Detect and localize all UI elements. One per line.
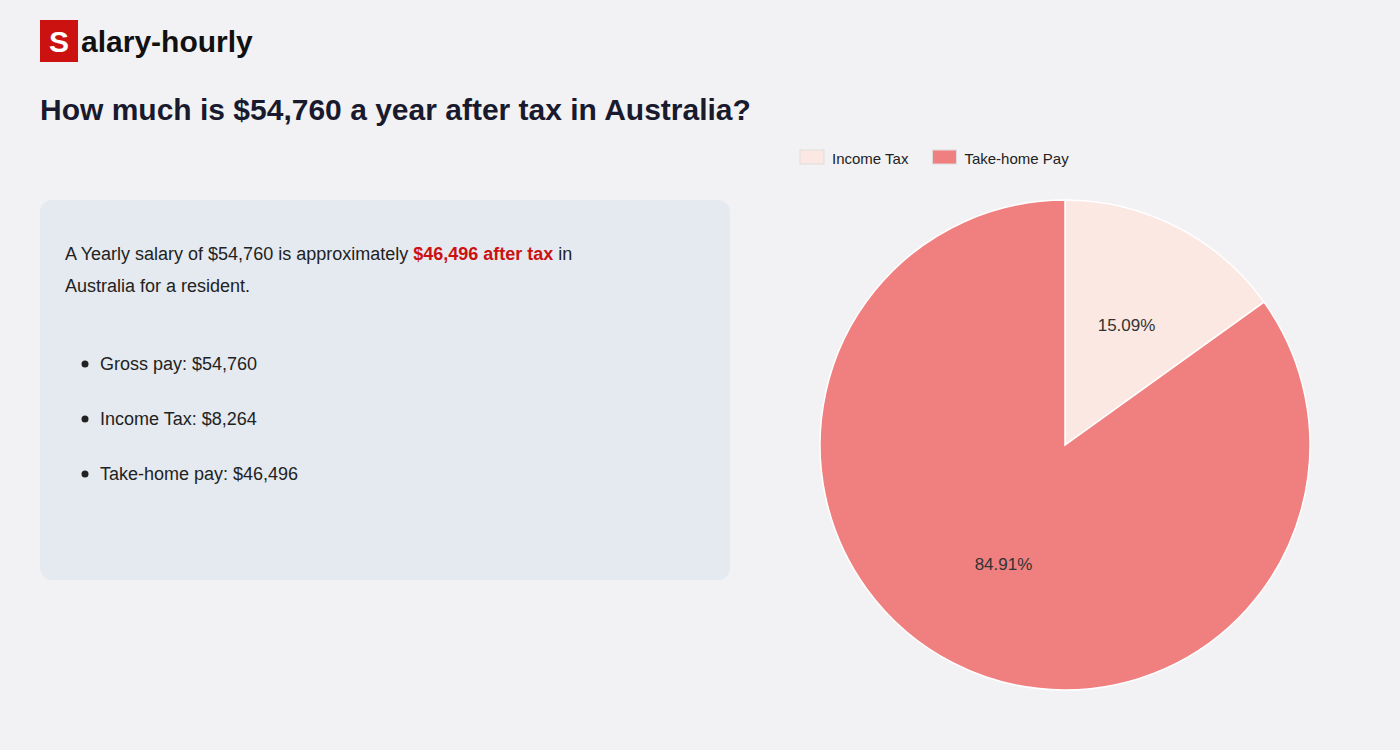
pie [820,200,1310,690]
logo-box [40,20,78,62]
info-text-part: $46,496 after tax [413,244,553,264]
bullet [82,416,89,423]
logo: Salary-hourly [40,20,253,62]
logo-text: alary-hourly [81,25,253,58]
title: How much is $54,760 a year after tax in … [40,93,751,126]
chart: Salary-hourly How much is $54,760 a year … [0,0,1400,750]
bullet [82,471,89,478]
data-labels: 15.09% 84.91% [975,316,1156,575]
legend-entry: Take-home Pay [964,150,1069,167]
info-text: Australia for a resident. [65,276,250,296]
legend: Income Tax Take-home Pay [800,150,1069,167]
info-box: A Yearly salary of $54,760 is approximat… [40,200,730,580]
legend-swatch [932,150,956,164]
bullet-text: Income Tax: $8,264 [100,409,257,429]
background [0,0,1400,750]
info-text: A Yearly salary of $54,760 is approximat… [65,244,572,264]
logo-letter: S [49,25,69,58]
bullet [82,361,89,368]
bullet-text: Gross pay: $54,760 [100,354,257,374]
info-text-part: in [553,244,572,264]
info-box-background [40,200,730,580]
legend-swatch [800,150,824,164]
info-text-part: A Yearly salary of $54,760 is approximat… [65,244,413,264]
legend-entry: Income Tax [832,150,909,167]
data-label: 84.91% [975,555,1033,574]
bullet-text: Take-home pay: $46,496 [100,464,298,484]
pie-slice [820,200,1310,690]
data-label: 15.09% [1098,316,1156,335]
